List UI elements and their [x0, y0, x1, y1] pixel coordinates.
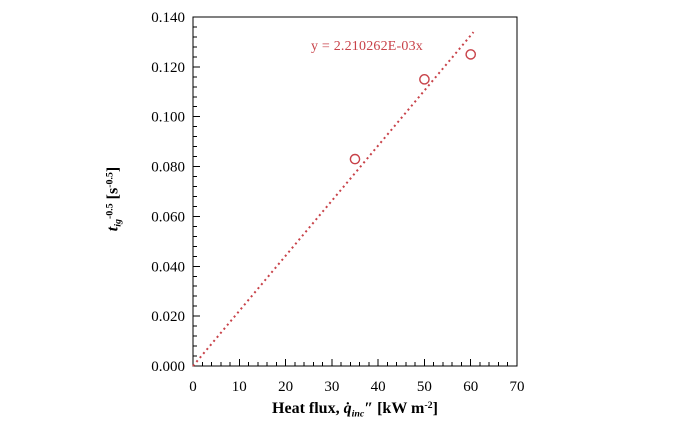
y-axis-unit-open: [s	[104, 187, 122, 204]
y-tick-label: 0.060	[151, 209, 185, 225]
data-point	[349, 153, 361, 165]
plot-frame	[192, 16, 518, 367]
y-tick-label: 0.040	[151, 259, 185, 275]
y-tick-label: 0.020	[151, 309, 185, 325]
trendline-equation-label: y = 2.210262E-03x	[311, 39, 424, 54]
y-axis-unit-close: ]	[104, 166, 122, 173]
y-tick-label: 0.100	[151, 110, 185, 126]
x-tick-label: 50	[417, 379, 432, 395]
x-tick-label: 20	[278, 379, 293, 395]
y-tick-label: 0.080	[151, 160, 185, 176]
data-point	[465, 49, 477, 60]
x-axis-symbol: q̇	[343, 400, 352, 417]
x-axis-primes: ″	[364, 400, 374, 417]
y-axis-symbol-subscript: ig	[112, 219, 124, 227]
y-tick-label: 0.000	[151, 359, 185, 375]
x-axis-unit-exponent: -2	[424, 400, 433, 412]
x-axis-unit-close: ]	[432, 400, 438, 417]
y-axis-title: tig-0.5 [s-0.5]	[104, 167, 123, 231]
trendline	[192, 31, 475, 367]
x-tick-label: 30	[324, 379, 339, 395]
y-tick-label: 0.140	[151, 10, 185, 26]
y-axis-symbol-exponent: -0.5	[104, 203, 116, 220]
x-axis-title: Heat flux, q̇inc″ [kW m-2]	[193, 400, 517, 419]
x-tick-label: 70	[510, 379, 525, 395]
data-point	[419, 74, 430, 85]
x-axis-symbol-subscript: inc	[351, 408, 365, 420]
x-tick-label: 0	[189, 379, 197, 395]
x-tick-label: 40	[371, 379, 386, 395]
y-tick-label: 0.120	[151, 60, 185, 76]
y-axis-unit-exponent: -0.5	[104, 172, 116, 188]
x-tick-label: 10	[232, 379, 247, 395]
y-axis-symbol: t	[104, 226, 122, 232]
x-axis-title-prefix: Heat flux,	[272, 400, 344, 417]
x-axis-unit-open: [kW m	[373, 400, 425, 417]
x-tick-label: 60	[463, 379, 478, 395]
